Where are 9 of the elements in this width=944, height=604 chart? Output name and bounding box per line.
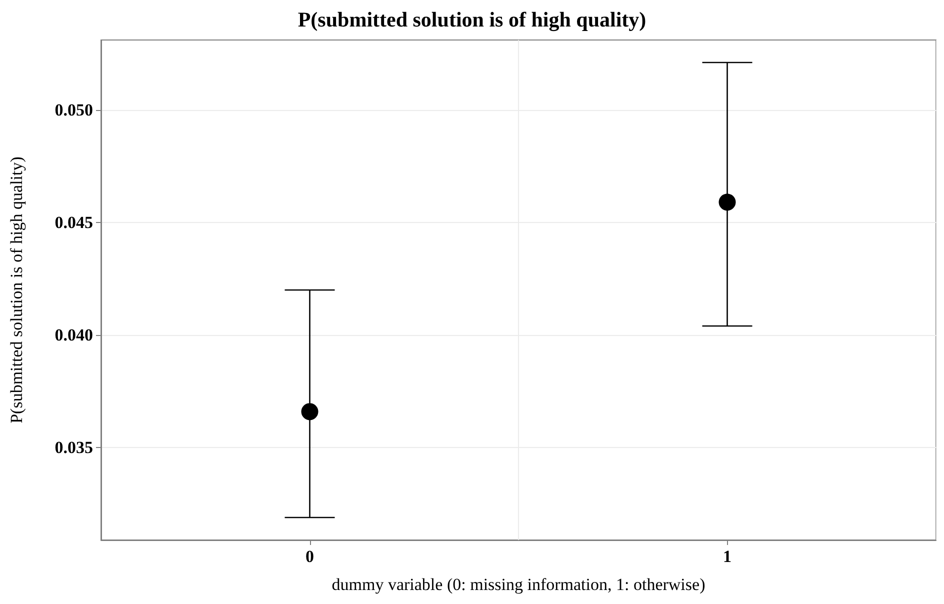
y-tick-label: 0.050 bbox=[54, 100, 93, 120]
y-tick-label: 0.035 bbox=[54, 438, 93, 458]
y-tick-label: 0.040 bbox=[54, 326, 93, 345]
y-axis-title: P(submitted solution is of high quality) bbox=[7, 156, 26, 424]
chart-title: P(submitted solution is of high quality) bbox=[298, 8, 646, 32]
y-tick-label: 0.045 bbox=[54, 212, 93, 232]
x-tick-label: 0 bbox=[306, 547, 314, 566]
x-tick-label: 1 bbox=[723, 547, 732, 566]
x-axis-title: dummy variable (0: missing information, 1: otherwise) bbox=[332, 575, 706, 594]
